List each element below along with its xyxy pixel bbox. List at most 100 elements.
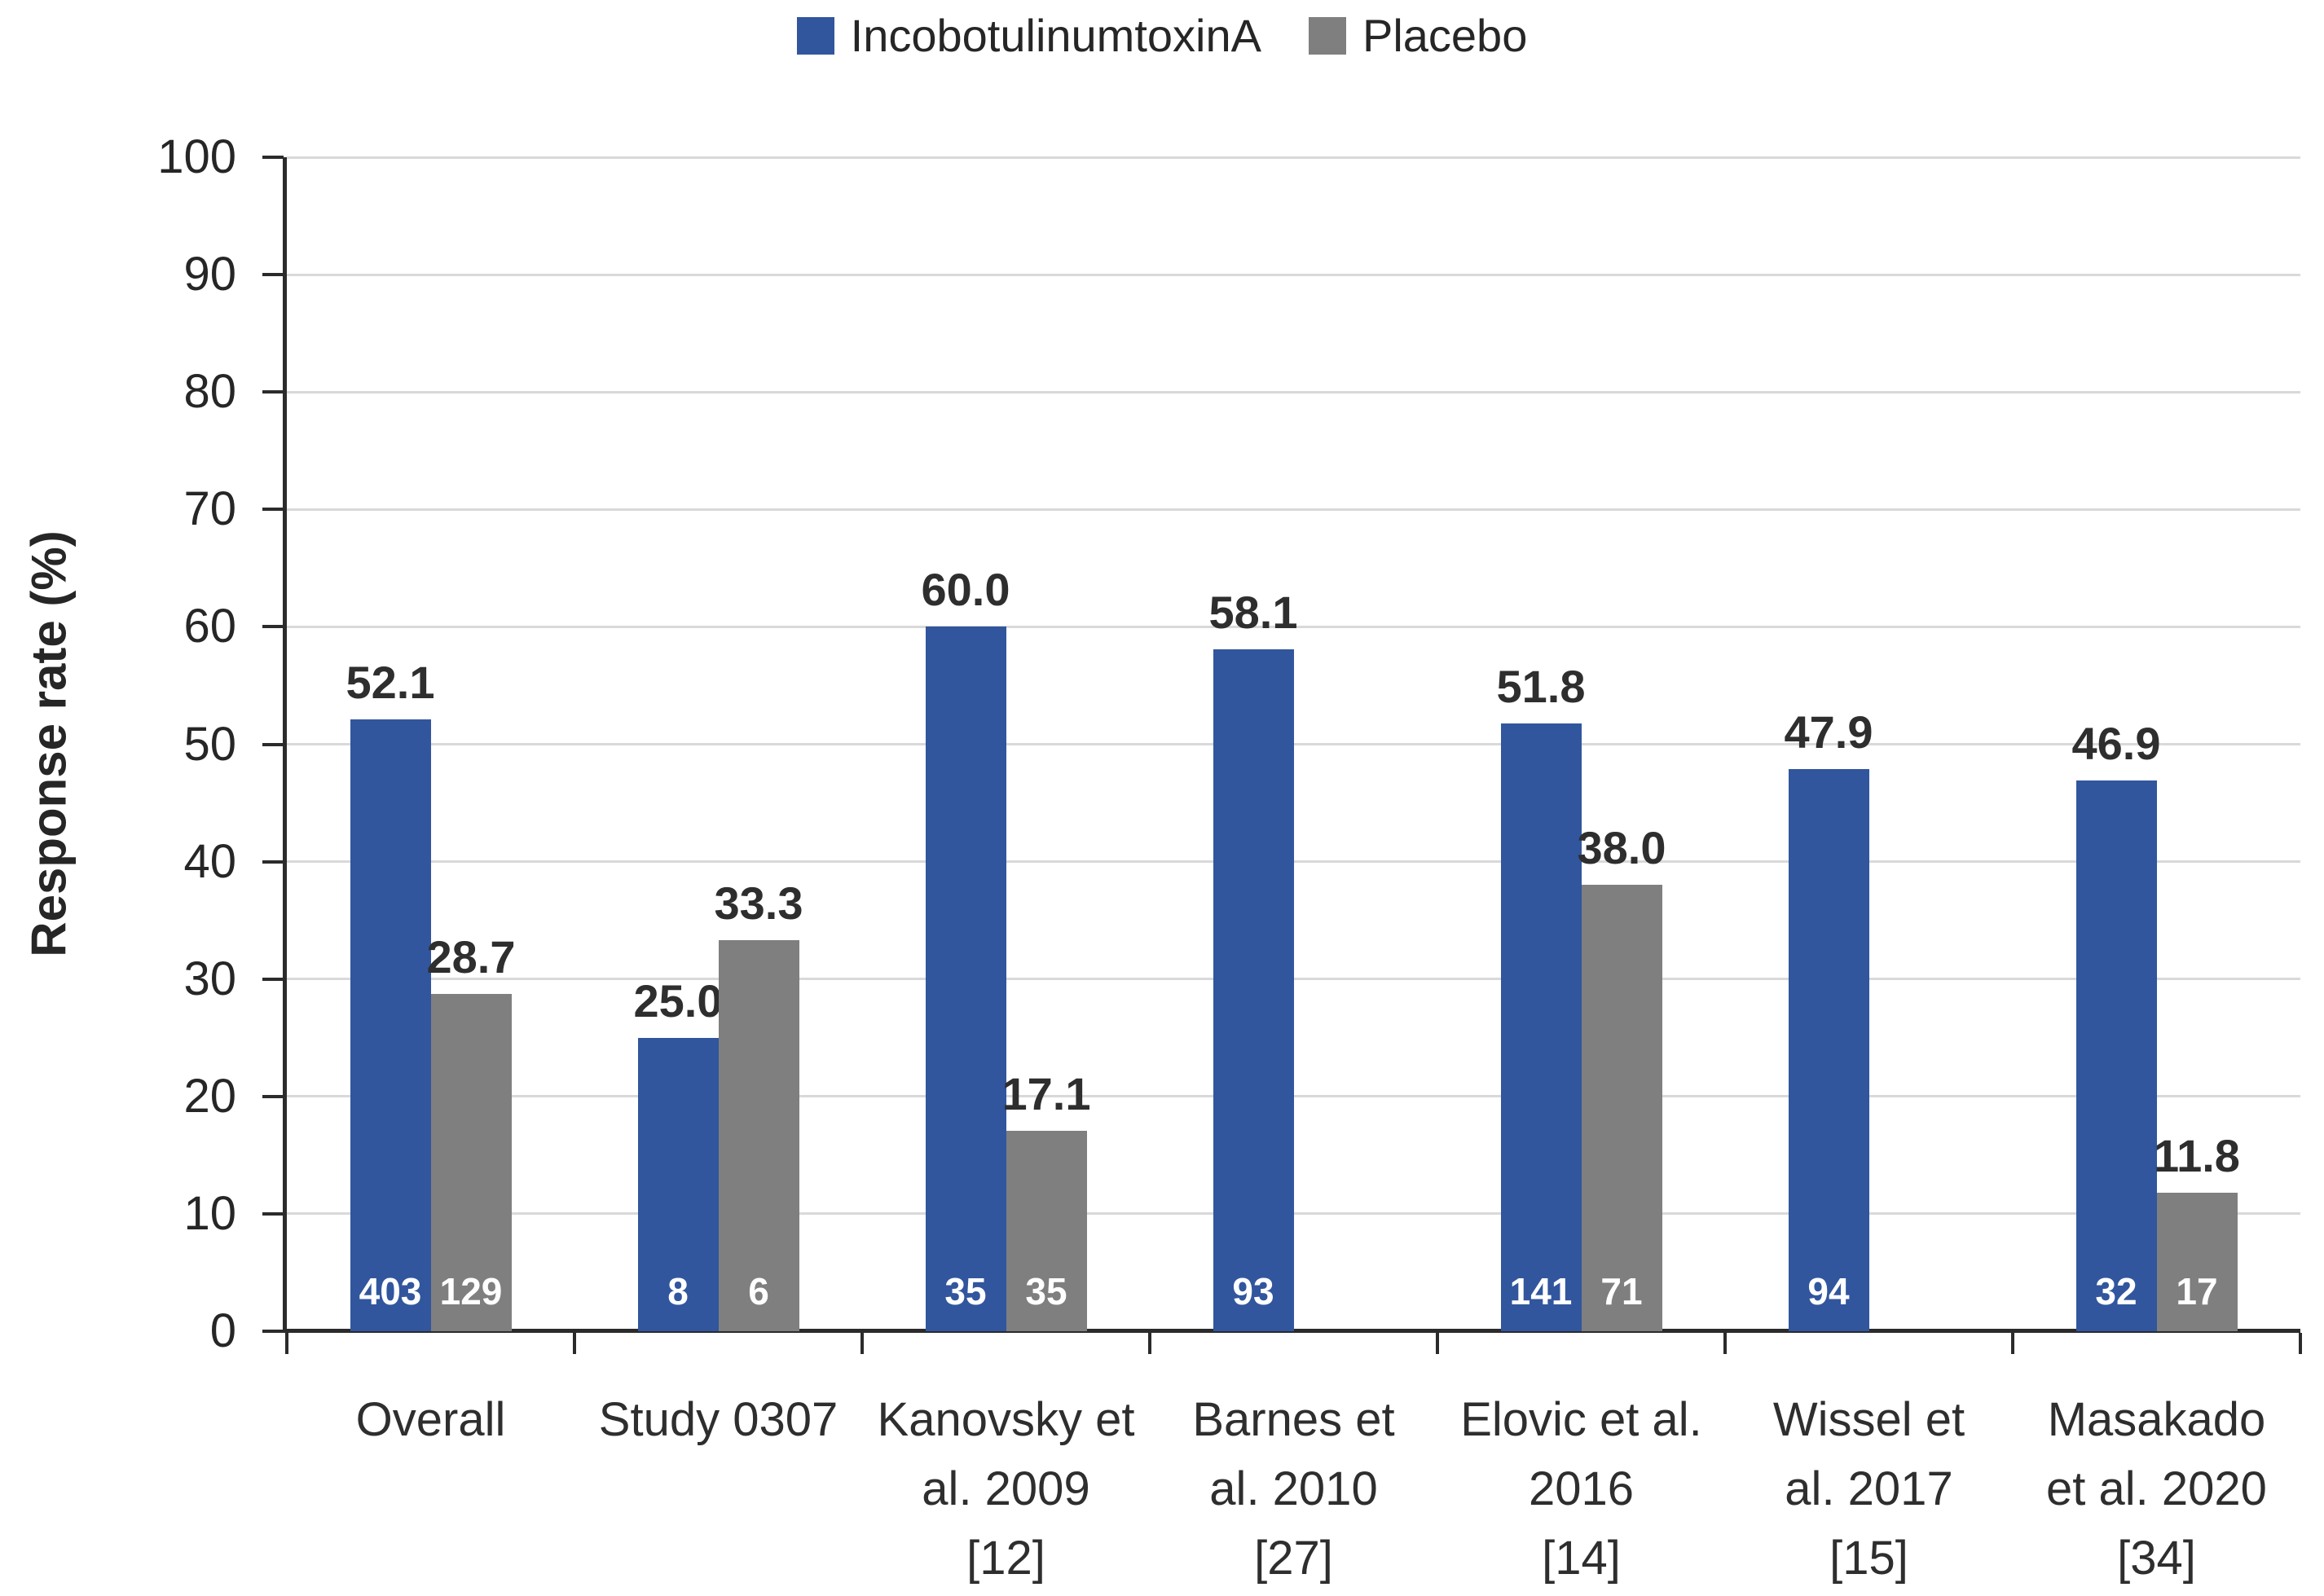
n-label-placebo-1: 6 <box>748 1270 769 1312</box>
value-label-placebo-6: 11.8 <box>2154 1129 2240 1181</box>
incobotulinumtoxina-swatch-icon <box>796 17 834 55</box>
bar-placebo-1 <box>718 940 799 1331</box>
y-tick-label-0: 0 <box>209 1304 236 1357</box>
x-category-label-line: Elovic et al. <box>1460 1393 1702 1446</box>
x-category-label-line: Overall <box>355 1393 506 1446</box>
x-category-label-6: Masakado et al. 2020 [34] <box>2013 1385 2300 1593</box>
y-tick-label-40: 40 <box>183 834 236 888</box>
placebo-swatch-icon <box>1308 17 1346 55</box>
gridline-20 <box>287 1095 2300 1098</box>
n-label-placebo-2: 35 <box>1025 1270 1067 1312</box>
x-axis-tick-3 <box>1148 1333 1151 1354</box>
x-category-label-line: al. 2009 <box>922 1462 1090 1515</box>
x-category-label-2: Kanovsky et al. 2009 [12] <box>862 1385 1150 1593</box>
legend-item-incobotulinumtoxina: IncobotulinumtoxinA <box>796 11 1261 60</box>
n-label-placebo-4: 71 <box>1600 1270 1643 1312</box>
value-label-incobotulinumtoxina-4: 51.8 <box>1496 660 1586 712</box>
n-label-incobotulinumtoxina-6: 32 <box>2095 1270 2137 1312</box>
bar-incobotulinumtoxina-6 <box>2075 780 2157 1331</box>
gridline-30 <box>287 978 2300 981</box>
x-axis-tick-6 <box>2011 1333 2014 1354</box>
bar-placebo-6 <box>2156 1192 2238 1331</box>
y-axis-tick-90 <box>262 273 284 277</box>
y-tick-label-90: 90 <box>183 248 236 301</box>
x-category-label-3: Barnes et al. 2010 [27] <box>1150 1385 1437 1593</box>
n-label-incobotulinumtoxina-2: 35 <box>944 1270 987 1312</box>
legend-item-placebo: Placebo <box>1308 10 1528 61</box>
y-axis-tick-10 <box>262 1211 284 1216</box>
y-axis-tick-100 <box>262 156 284 159</box>
x-category-label-line: [14] <box>1542 1532 1621 1585</box>
y-axis-title: Response rate (%) <box>21 530 77 957</box>
x-category-label-line: 2016 <box>1528 1462 1635 1515</box>
value-label-placebo-2: 17.1 <box>1001 1067 1091 1119</box>
gridline-90 <box>287 273 2300 276</box>
n-label-placebo-6: 17 <box>2176 1270 2218 1312</box>
y-axis-tick-30 <box>262 977 284 981</box>
y-axis-tick-80 <box>262 390 284 394</box>
bar-placebo-0 <box>430 994 512 1331</box>
x-category-label-line: al. 2010 <box>1209 1462 1378 1515</box>
bar-incobotulinumtoxina-5 <box>1788 768 1869 1331</box>
x-axis-tick-7 <box>2299 1333 2302 1354</box>
y-axis-tick-50 <box>262 742 284 746</box>
y-axis-line <box>283 157 287 1331</box>
y-tick-label-20: 20 <box>183 1069 236 1123</box>
gridline-80 <box>287 390 2300 394</box>
y-tick-label-80: 80 <box>183 365 236 419</box>
y-axis-tick-60 <box>262 625 284 629</box>
x-axis-tick-0 <box>285 1333 288 1354</box>
x-category-label-5: Wissel et al. 2017 [15] <box>1725 1385 2013 1593</box>
x-category-label-line: [34] <box>2117 1532 2196 1585</box>
x-category-label-line: Masakado <box>2047 1393 2266 1446</box>
x-category-label-line: al. 2017 <box>1785 1462 1953 1515</box>
y-axis-tick-0 <box>262 1330 284 1333</box>
x-category-label-1: Study 0307 <box>574 1385 862 1454</box>
y-tick-label-10: 10 <box>183 1186 236 1240</box>
legend-label: Placebo <box>1362 10 1528 61</box>
value-label-incobotulinumtoxina-1: 25.0 <box>633 974 723 1027</box>
x-axis-tick-5 <box>1723 1333 1727 1354</box>
x-axis-tick-1 <box>573 1333 576 1354</box>
gridline-100 <box>287 156 2300 159</box>
x-category-label-line: [27] <box>1254 1532 1333 1585</box>
bar-incobotulinumtoxina-4 <box>1500 723 1582 1331</box>
gridline-60 <box>287 625 2300 628</box>
x-axis-tick-4 <box>1436 1333 1439 1354</box>
value-label-incobotulinumtoxina-0: 52.1 <box>346 657 435 709</box>
value-label-placebo-4: 38.0 <box>1577 822 1666 874</box>
y-tick-label-30: 30 <box>183 952 236 1005</box>
bar-incobotulinumtoxina-2 <box>925 627 1006 1331</box>
x-axis-tick-2 <box>860 1333 864 1354</box>
y-tick-label-50: 50 <box>183 717 236 771</box>
bar-placebo-2 <box>1006 1130 1087 1331</box>
y-tick-label-100: 100 <box>157 130 236 183</box>
bar-placebo-4 <box>1581 885 1662 1331</box>
value-label-placebo-0: 28.7 <box>426 931 516 983</box>
gridline-10 <box>287 1212 2300 1216</box>
bar-incobotulinumtoxina-0 <box>350 719 431 1331</box>
value-label-incobotulinumtoxina-5: 47.9 <box>1784 706 1873 758</box>
legend: IncobotulinumtoxinA Placebo <box>0 11 2324 60</box>
x-category-label-line: Study 0307 <box>598 1393 838 1446</box>
gridline-40 <box>287 860 2300 864</box>
y-axis-tick-40 <box>262 860 284 864</box>
bar-incobotulinumtoxina-3 <box>1213 649 1294 1331</box>
n-label-incobotulinumtoxina-3: 93 <box>1232 1270 1274 1312</box>
x-category-label-0: Overall <box>287 1385 574 1454</box>
x-category-label-line: Barnes et <box>1192 1393 1395 1446</box>
x-category-label-line: [12] <box>966 1532 1045 1585</box>
y-axis-tick-70 <box>262 508 284 512</box>
x-category-label-4: Elovic et al. 2016 [14] <box>1437 1385 1725 1593</box>
n-label-incobotulinumtoxina-1: 8 <box>667 1270 689 1312</box>
gridline-70 <box>287 508 2300 511</box>
y-tick-label-60: 60 <box>183 600 236 653</box>
n-label-incobotulinumtoxina-4: 141 <box>1509 1270 1573 1312</box>
x-category-label-line: Wissel et <box>1772 1393 1965 1446</box>
gridline-50 <box>287 743 2300 745</box>
value-label-incobotulinumtoxina-6: 46.9 <box>2071 718 2161 770</box>
x-category-label-line: Kanovsky et <box>877 1393 1135 1446</box>
y-tick-label-70: 70 <box>183 482 236 536</box>
y-axis-tick-20 <box>262 1094 284 1098</box>
